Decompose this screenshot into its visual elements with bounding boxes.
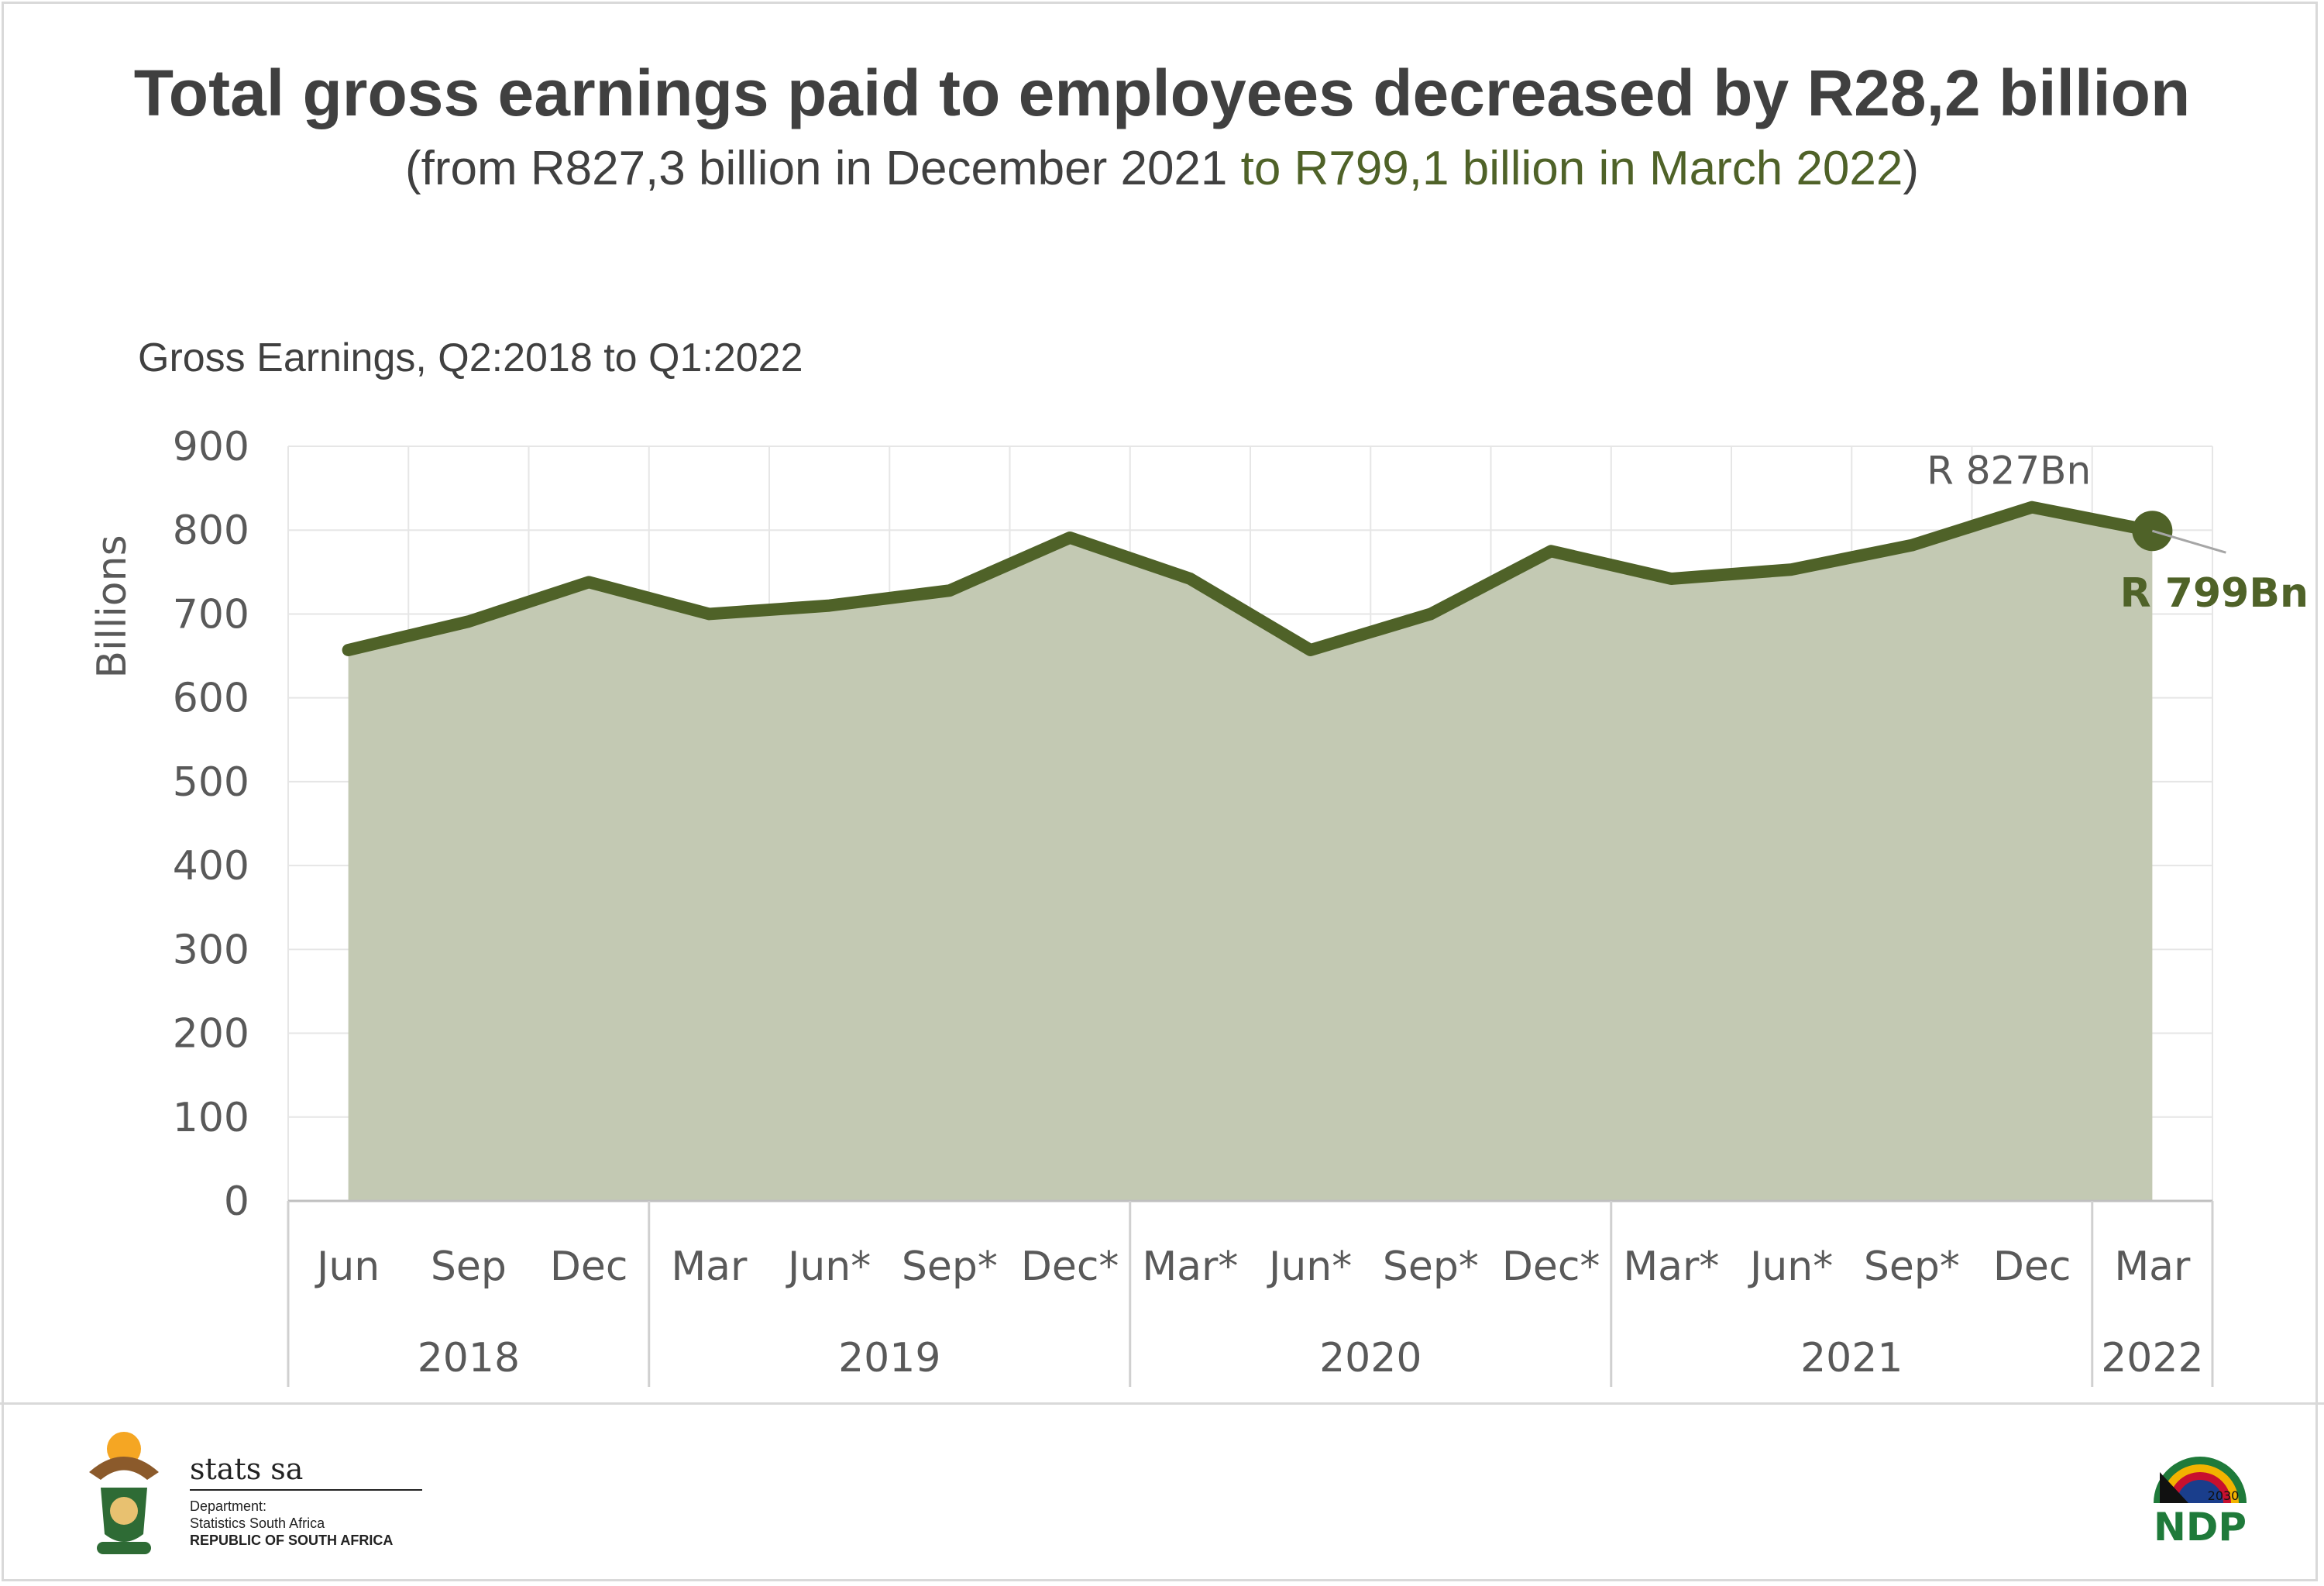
data-point — [1665, 573, 1677, 585]
x-tick-label: Sep* — [902, 1244, 998, 1290]
x-tick-label: Dec — [1993, 1244, 2071, 1290]
data-point — [1184, 573, 1196, 585]
page-title: Total gross earnings paid to employees d… — [133, 57, 2191, 129]
subtitle-part3: ) — [1903, 142, 1920, 195]
ndp-text: NDP — [2154, 1505, 2247, 1550]
year-label: 2022 — [2101, 1335, 2203, 1381]
series-line — [342, 501, 2159, 656]
data-point — [1425, 607, 1437, 620]
x-tick-label: Mar* — [1142, 1244, 1238, 1290]
stats-sa-rule — [190, 1489, 422, 1491]
ndp-2030-logo: 2030 NDP — [2146, 1449, 2254, 1550]
subtitle-part2: to R799,1 billion in March 2022 — [1240, 142, 1903, 195]
data-point — [1545, 545, 1557, 557]
y-tick-label: 500 — [173, 759, 249, 806]
y-tick-label: 600 — [173, 676, 249, 722]
dept-line2: Statistics South Africa — [190, 1515, 325, 1531]
data-point — [583, 576, 595, 588]
annotation-latest: R 799Bn — [2120, 570, 2309, 617]
y-tick-label: 400 — [173, 843, 249, 889]
x-tick-label: Sep* — [1383, 1244, 1479, 1290]
annotation-peak: R 827Bn — [1927, 449, 2091, 494]
y-axis-label: Billions — [89, 535, 136, 678]
x-tick-label: Dec — [550, 1244, 628, 1290]
data-point — [1305, 644, 1317, 656]
ndp-year: 2030 — [2208, 1488, 2240, 1503]
data-point — [2026, 501, 2038, 514]
data-point — [1064, 532, 1076, 544]
x-tick-label: Jun* — [786, 1244, 871, 1290]
page-subtitle: (from R827,3 billion in December 2021 to… — [0, 141, 2324, 196]
y-tick-label: 300 — [173, 927, 249, 973]
area-fill — [348, 507, 2153, 1201]
x-tick-label: Mar — [671, 1244, 748, 1290]
year-label: 2019 — [838, 1335, 940, 1381]
y-tick-label: 700 — [173, 591, 249, 638]
stats-sa-logo: stats sa Department: Statistics South Af… — [66, 1418, 438, 1573]
year-label: 2020 — [1319, 1335, 1422, 1381]
x-tick-label: Dec* — [1021, 1244, 1119, 1290]
data-point — [1906, 539, 1918, 552]
y-tick-label: 0 — [224, 1178, 249, 1225]
y-tick-label: 100 — [173, 1095, 249, 1141]
gross-earnings-chart: 0 100 200 300 400 500 600 700 800 900 Billions Jun S… — [89, 424, 2309, 1387]
y-tick-label: 800 — [173, 507, 249, 554]
stats-sa-name: stats sa — [190, 1452, 304, 1486]
ndp-flag-icon: 2030 NDP — [2154, 1457, 2247, 1550]
x-tick-label: Sep — [431, 1244, 507, 1290]
x-tick-label: Jun — [315, 1244, 380, 1290]
x-tick-label: Jun* — [1267, 1244, 1352, 1290]
data-point — [703, 607, 715, 620]
y-tick-label: 900 — [173, 424, 249, 470]
coat-of-arms-icon — [89, 1432, 159, 1554]
data-point — [342, 644, 355, 656]
annotation-leader — [2151, 529, 2226, 554]
x-tick-label: Mar* — [1623, 1244, 1719, 1290]
x-tick-label: Dec* — [1502, 1244, 1600, 1290]
dept-line3: REPUBLIC OF SOUTH AFRICA — [190, 1533, 394, 1548]
year-label: 2021 — [1800, 1335, 1903, 1381]
year-label: 2018 — [418, 1335, 520, 1381]
subtitle-part1: (from R827,3 billion in December 2021 — [404, 142, 1241, 195]
data-point — [823, 600, 836, 612]
chart-title: Gross Earnings, Q2:2018 to Q1:2022 — [138, 335, 803, 380]
data-point — [1786, 563, 1798, 576]
dept-line1: Department: — [190, 1498, 267, 1514]
data-point — [462, 615, 475, 628]
footer-divider — [0, 1402, 2324, 1405]
x-tick-label: Jun* — [1748, 1244, 1833, 1290]
x-tick-label: Mar — [2114, 1244, 2191, 1290]
x-tick-label: Sep* — [1864, 1244, 1960, 1290]
data-point — [944, 584, 956, 597]
y-tick-label: 200 — [173, 1011, 249, 1058]
